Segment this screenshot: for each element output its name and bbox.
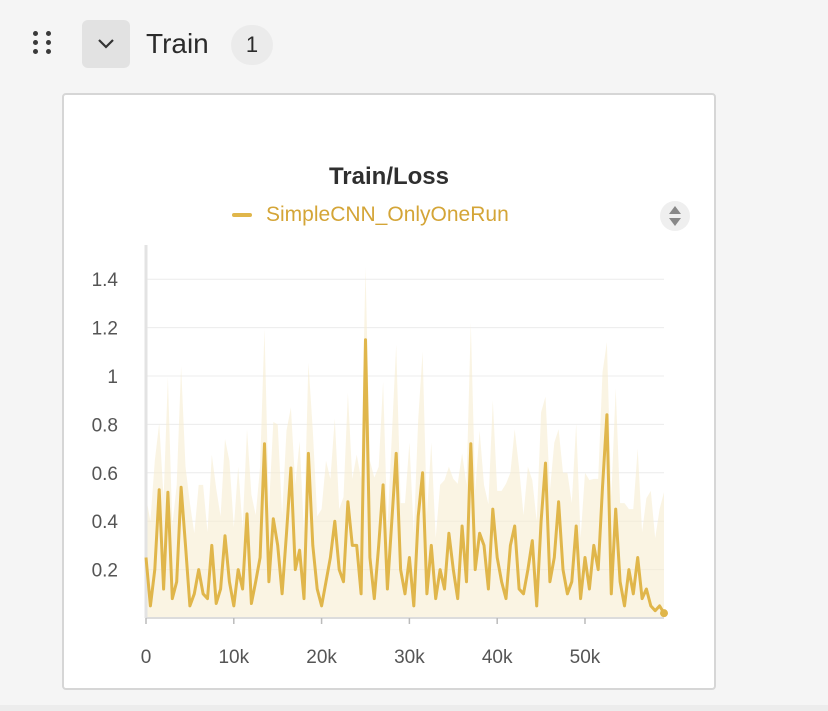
y-tick-label: 0.4 [92, 512, 119, 533]
sort-toggle-button[interactable] [660, 201, 690, 231]
x-tick-label: 30k [394, 647, 425, 668]
y-tick-label: 1 [107, 367, 118, 388]
legend-item[interactable]: SimpleCNN_OnlyOneRun [232, 203, 509, 227]
x-tick-label: 0 [141, 647, 152, 668]
y-tick-label: 1.4 [92, 270, 119, 291]
legend-swatch [232, 213, 252, 217]
section-title: Train [146, 28, 209, 59]
footer-strip [0, 705, 828, 711]
y-tick-label: 0.6 [92, 464, 118, 485]
series-line [144, 338, 666, 614]
drag-handle-icon[interactable] [33, 31, 55, 57]
chevron-down-icon [98, 39, 114, 49]
y-tick-label: 1.2 [92, 319, 118, 340]
run-count-badge: 1 [231, 25, 273, 65]
chart-title: Train/Loss [328, 163, 450, 190]
x-tick-label: 50k [570, 647, 601, 668]
legend-label: SimpleCNN_OnlyOneRun [266, 203, 509, 226]
x-tick-label: 20k [306, 647, 337, 668]
y-tick-label: 0.2 [92, 561, 118, 582]
y-tick-label: 0.8 [92, 415, 118, 436]
collapse-section-button[interactable] [82, 20, 130, 68]
series-end-marker [660, 609, 668, 618]
x-tick-label: 10k [218, 647, 249, 668]
sort-icon [669, 206, 681, 226]
x-tick-label: 40k [482, 647, 513, 668]
